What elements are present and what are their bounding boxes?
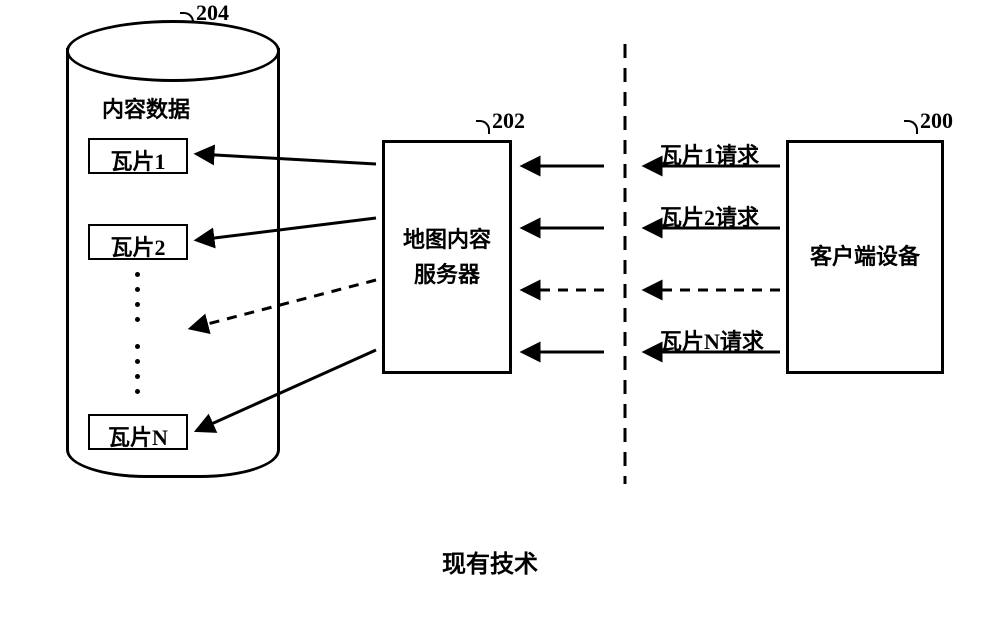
request-2-label: 瓦片2请求 (660, 200, 759, 232)
prior-art-caption: 现有技术 (442, 544, 538, 579)
tile-1-label: 瓦片1 (110, 149, 165, 174)
client-label: 客户端设备 (810, 239, 920, 274)
cylinder-title: 内容数据 (102, 92, 190, 124)
map-content-server-box: 地图内容 服务器 (382, 140, 512, 374)
ref-label-client: 200 (920, 108, 953, 134)
ref-hook-server (476, 120, 490, 134)
client-device-box: 客户端设备 (786, 140, 944, 374)
vertical-dots-lower (134, 344, 140, 394)
tile-n-box: 瓦片N (88, 414, 188, 450)
ref-hook-client (904, 120, 918, 134)
diagram-canvas: 204 202 200 内容数据 瓦片1 瓦片2 瓦片N 地图内容 服务器 客户… (0, 0, 1000, 617)
request-n-label: 瓦片N请求 (660, 324, 764, 356)
tile-n-label: 瓦片N (108, 425, 168, 450)
tile-2-box: 瓦片2 (88, 224, 188, 260)
server-label-line1: 地图内容 (403, 222, 491, 257)
tile-2-label: 瓦片2 (110, 235, 165, 260)
request-1-label: 瓦片1请求 (660, 138, 759, 170)
vertical-dots-upper (134, 272, 140, 322)
server-label-line2: 服务器 (403, 257, 491, 292)
tile-1-box: 瓦片1 (88, 138, 188, 174)
ref-label-server: 202 (492, 108, 525, 134)
